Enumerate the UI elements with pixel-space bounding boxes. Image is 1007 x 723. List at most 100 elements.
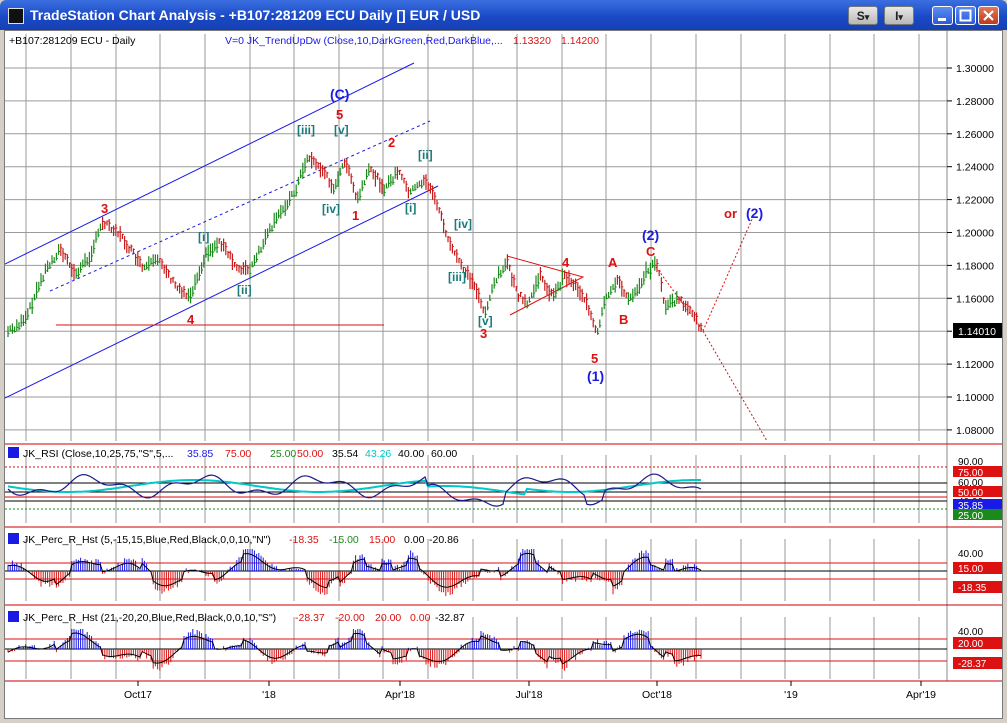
minimize-button[interactable] [932,6,953,25]
s-menu-button[interactable]: S▾ [848,6,878,25]
perc-r-1-axis-box [953,562,1002,574]
window-title: TradeStation Chart Analysis - +B107:2812… [30,7,481,23]
price-axis: 1.30000 1.28000 1.26000 1.24000 1.22000 1.200… [947,63,994,437]
perc-r-2-histogram [5,629,947,671]
perc-r-2-value: 0.00 [410,612,431,624]
perc-r-1-label: JK_Perc_R_Hst (5,-15,15,Blue,Red,Black,0… [23,534,271,546]
maximize-icon [959,9,972,22]
wave-label: (C) [330,86,349,102]
perc-r-2-value: 20.00 [375,612,401,624]
rsi-value: 35.54 [332,448,358,460]
app-icon[interactable] [8,8,24,24]
rsi-axis-label: 90.00 [958,457,983,468]
rsi-panel[interactable]: JK_RSI (Close,10,25,75,"S",5,... 35.85 75… [5,447,1002,522]
rsi-axis-box [953,466,1002,477]
chart-canvas[interactable]: (C) 5 [iii] [v] 2 [ii] [iv] 1 [i] 3 [i] [ii] 4 [iv] [i… [4,31,1002,718]
wave-label: [i] [405,201,416,215]
wave-label: [iv] [322,202,340,216]
price-tick-label: 1.26000 [956,129,994,141]
rsi-axis-label: 35.85 [958,501,983,512]
time-label: Apr'19 [906,689,936,701]
price-tick-label: 1.28000 [956,96,994,108]
price-tick-label: 1.18000 [956,260,994,272]
perc-r-2-value: -20.00 [335,612,365,624]
minimize-icon [938,18,946,21]
close-icon [983,10,994,21]
time-label: Jul'18 [515,689,542,701]
perc-r-2-axis-label: 20.00 [958,639,983,650]
maximize-button[interactable] [955,6,976,25]
price-tick-label: 1.10000 [956,392,994,404]
rsi-axis-label: 25.00 [958,511,983,522]
wave-label: 5 [591,351,598,366]
price-panel[interactable]: (C) 5 [iii] [v] 2 [ii] [iv] 1 [i] 3 [i] [ii] 4 [iv] [i… [4,35,1002,442]
wave-label: (1) [587,368,604,384]
price-tick-label: 1.24000 [956,162,994,174]
perc-r-2-axis-label: 40.00 [958,627,983,638]
wave-label: (2) [642,227,659,243]
perc-r-1-axis: 40.00 15.00 -18.35 [953,549,1002,594]
last-price-box [953,323,1002,338]
window-titlebar: TradeStation Chart Analysis - +B107:2812… [0,0,1007,30]
time-label: Apr'18 [385,689,415,701]
rsi-values: 35.85 75.00 25.00 50.00 35.54 43.26 40.00 60.00 [187,448,457,460]
price-tick-label: 1.08000 [956,425,994,437]
price-tick-label: 1.12000 [956,359,994,371]
wave-label: 4 [562,255,570,270]
price-tick-label: 1.22000 [956,195,994,207]
price-tick-label: 1.20000 [956,228,994,240]
price-tick-label: 1.16000 [956,293,994,305]
panel-dividers [5,31,1002,682]
wave-label: (2) [746,205,763,221]
perc-r-2-indicator-icon[interactable] [8,611,19,622]
trend-study-value-2: 1.14200 [561,35,599,47]
perc-r-2-axis-box [953,637,1002,649]
wave-label: 5 [336,107,343,122]
time-label: '18 [262,689,276,701]
perc-r-1-value: -20.86 [429,534,459,546]
perc-r-2-value: -28.37 [295,612,325,624]
perc-r-2-label: JK_Perc_R_Hst (21,-20,20,Blue,Red,Black,… [23,612,276,624]
grid-lines [5,34,947,679]
perc-r-1-indicator-icon[interactable] [8,533,19,544]
trend-study-label: V=0 JK_TrendUpDw (Close,10,DarkGreen,Red… [225,35,503,47]
perc-r-1-values: -18.35 -15.00 15.00 0.00 -20.86 [289,534,459,546]
perc-r-1-value: 15.00 [369,534,395,546]
symbol-label: +B107:281209 ECU - Daily [9,35,136,47]
perc-r-1-value: 0.00 [404,534,425,546]
rsi-axis-box [953,509,1002,520]
perc-r-2-line [7,632,702,665]
wave-label: [iii] [297,123,315,137]
wave-label: 3 [480,326,487,341]
rsi-indicator-icon[interactable] [8,447,19,458]
time-label: Oct17 [124,689,152,701]
rsi-axis-box [953,486,1002,497]
rsi-axis-label: 75.00 [958,468,983,479]
rsi-value: 50.00 [297,448,323,460]
wave-label: 3 [101,201,108,216]
wave-label: C [646,244,656,259]
last-price: 1.14010 [958,326,996,338]
rsi-lines [5,466,947,510]
wave-label: 1 [352,208,359,223]
close-button[interactable] [978,6,999,25]
perc-r-1-value: -15.00 [329,534,359,546]
time-label: '19 [784,689,798,701]
trend-study-value-1: 1.13320 [513,35,551,47]
perc-r-1-line [7,552,702,589]
wave-label: or [724,206,737,221]
rsi-value: 43.26 [365,448,391,460]
perc-r-panel-2[interactable]: JK_Perc_R_Hst (21,-20,20,Blue,Red,Black,… [5,611,1002,671]
rsi-line [7,473,702,507]
perc-r-1-value: -18.35 [289,534,319,546]
perc-r-2-values: -28.37 -20.00 20.00 0.00 -32.87 [295,612,465,624]
rsi-label: JK_RSI (Close,10,25,75,"S",5,... [23,448,173,460]
i-menu-button[interactable]: I▾ [884,6,914,25]
time-axis: Oct17 '18 Apr'18 Jul'18 Oct'18 '19 Apr'19 [124,681,936,701]
perc-r-1-histogram [5,549,947,597]
price-tick-label: 1.30000 [956,63,994,75]
wave-label: [ii] [418,148,433,162]
perc-r-panel-1[interactable]: JK_Perc_R_Hst (5,-15,15,Blue,Red,Black,0… [5,533,1002,597]
